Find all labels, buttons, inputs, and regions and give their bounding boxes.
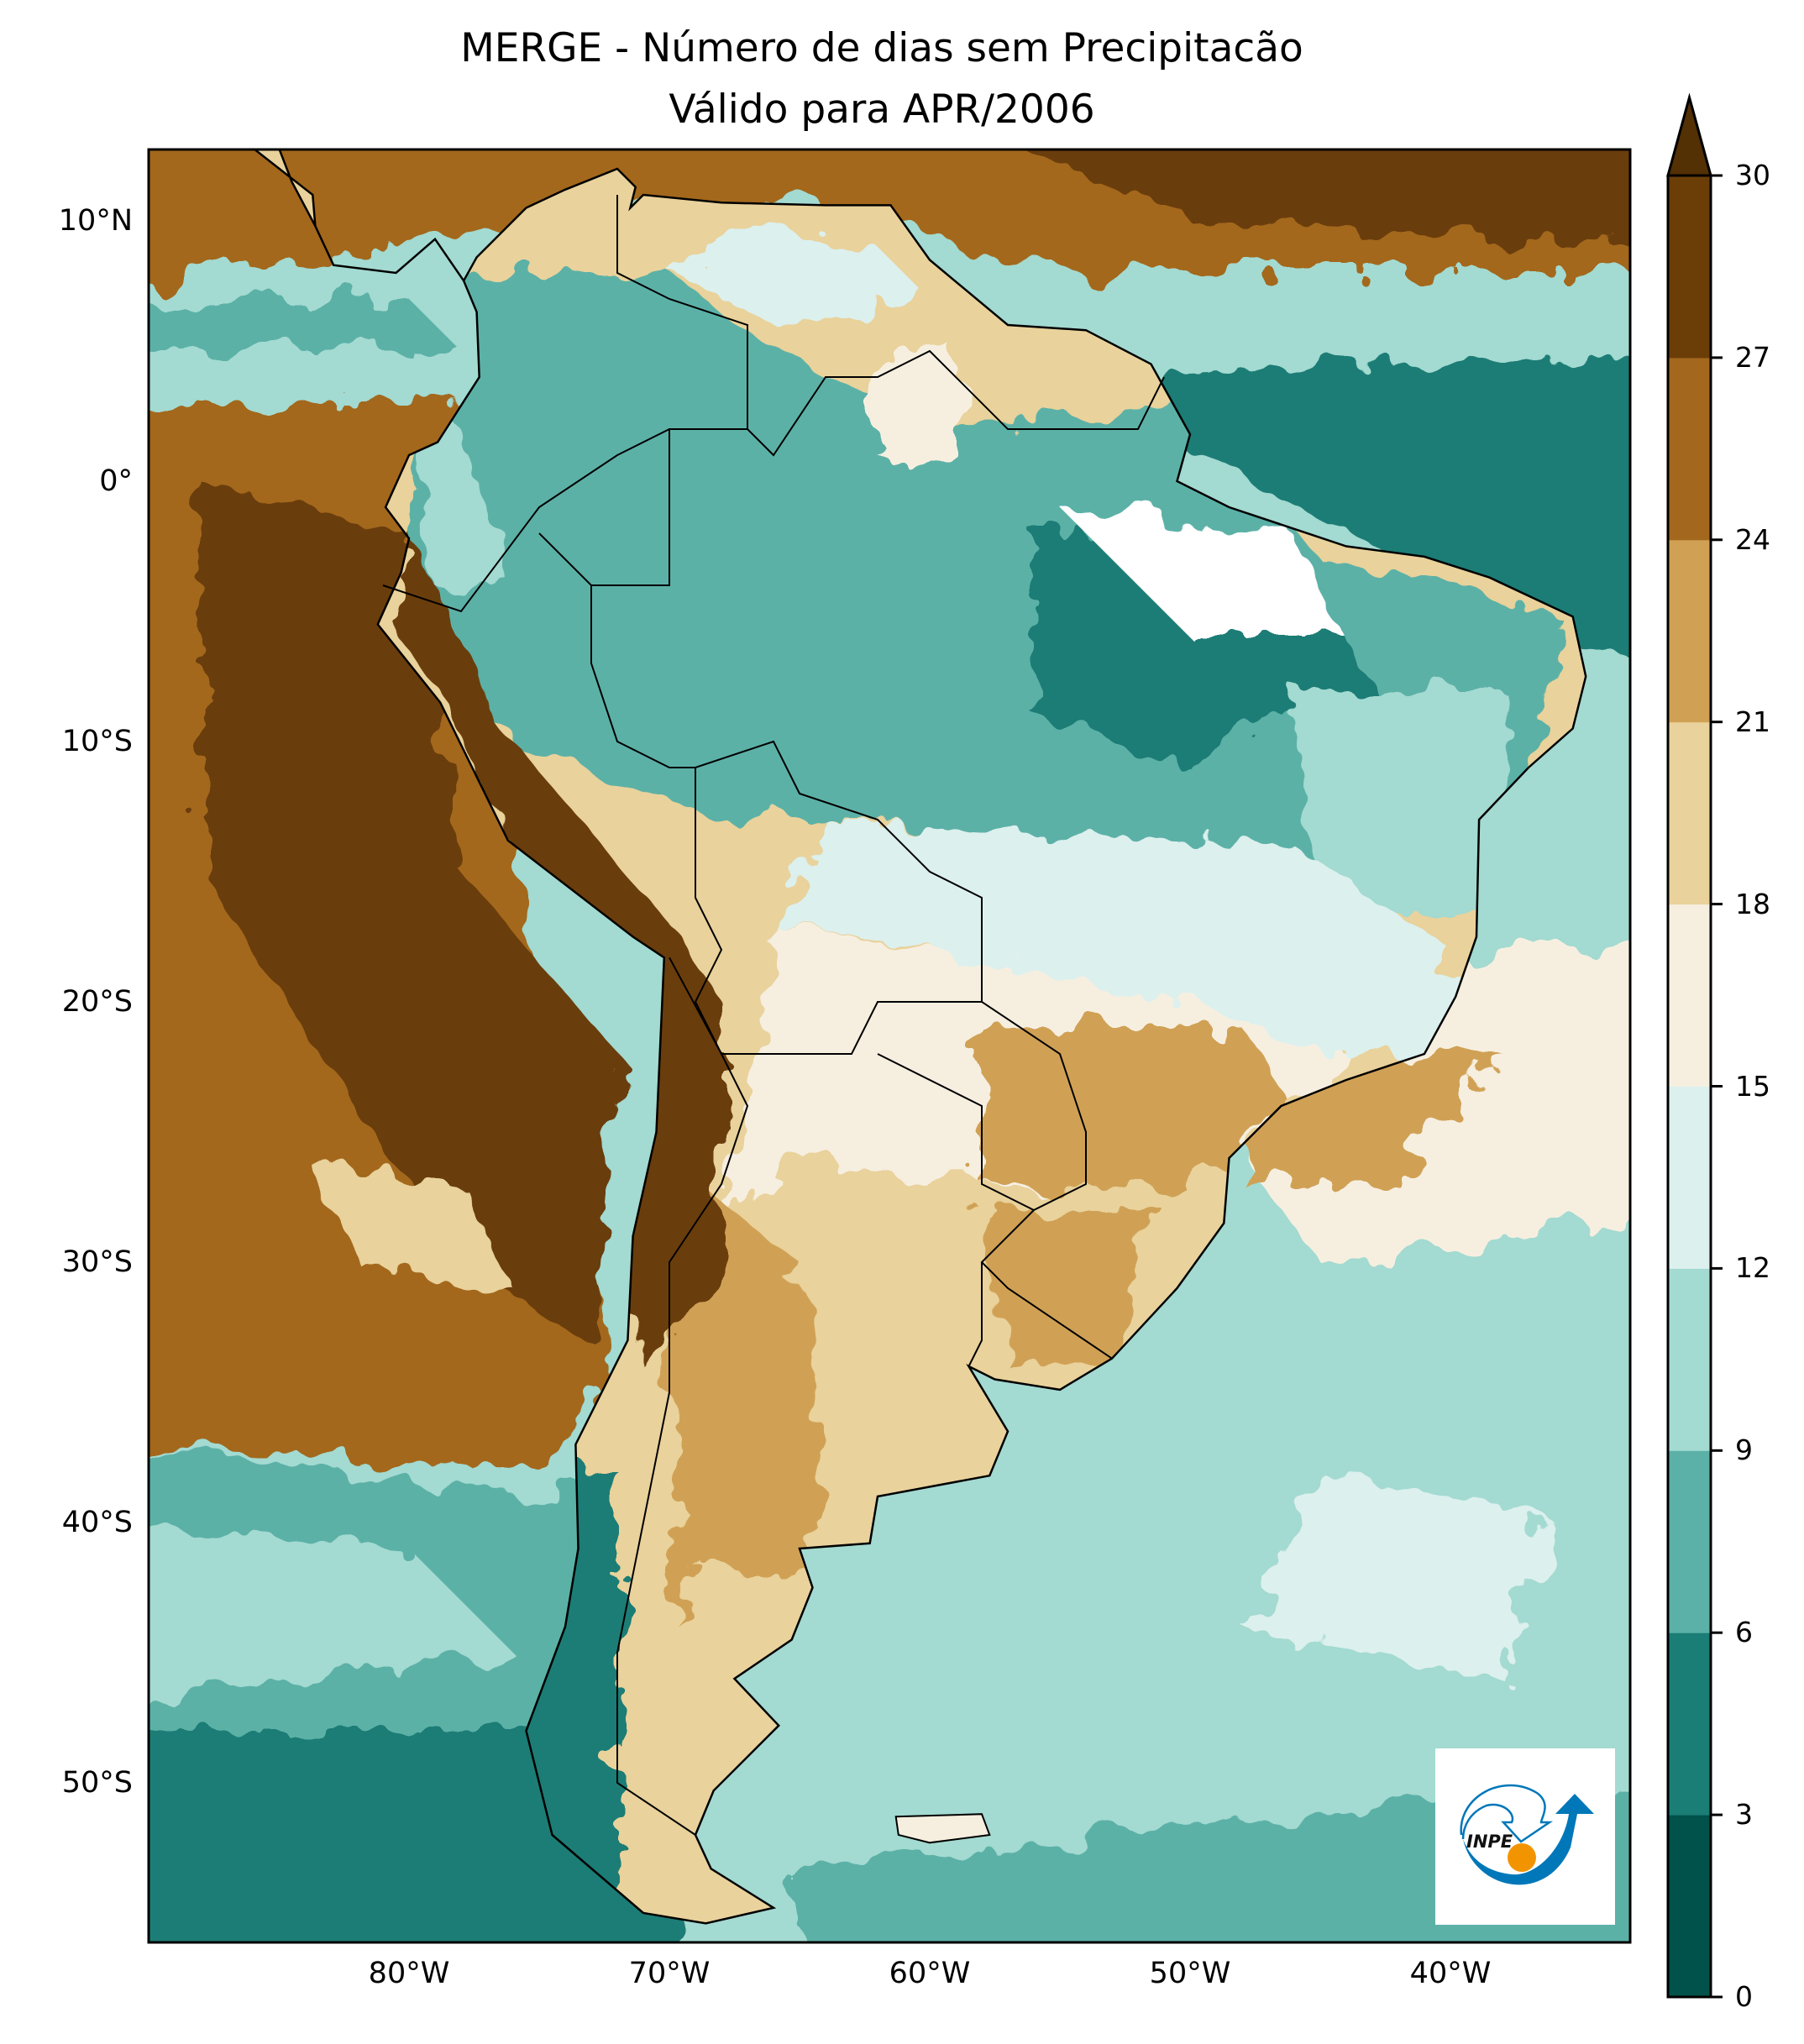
pacific-moist-patch xyxy=(305,1158,513,1288)
map-title: MERGE - Número de dias sem Precipitacão xyxy=(460,25,1303,71)
country-border xyxy=(382,428,670,613)
colorbar-segment xyxy=(1668,1268,1711,1451)
far-south-atlantic xyxy=(800,1790,1630,1942)
country-border xyxy=(616,195,748,429)
x-tick-label: 50°W xyxy=(1149,1957,1231,1990)
southern-pacific-patch xyxy=(149,1527,513,1699)
colorbar-tick-label: 24 xyxy=(1735,522,1770,556)
logo-swirl-icon xyxy=(1460,1784,1554,1843)
pacific-very-dry-zone xyxy=(201,481,617,1340)
colorbar xyxy=(1666,92,1723,1999)
colorbar-segment xyxy=(1668,357,1711,541)
y-tick-label: 30°S xyxy=(61,1245,133,1279)
map-area xyxy=(149,149,1630,1942)
map-subtitle: Válido para APR/2006 xyxy=(669,86,1095,133)
colorbar-segment xyxy=(1668,1086,1711,1269)
country-borders xyxy=(382,195,1165,1836)
colorbar-tick-label: 6 xyxy=(1735,1616,1753,1649)
parana-dry xyxy=(982,1028,1294,1184)
colorbar-segment xyxy=(1668,1450,1711,1633)
roraima-dry xyxy=(878,351,956,455)
country-border xyxy=(538,532,669,586)
colorbar-segment xyxy=(1668,1633,1711,1816)
cuyo-dry xyxy=(669,1184,826,1653)
colorbar-tick-label: 21 xyxy=(1735,705,1770,738)
colorbar-segment xyxy=(1668,176,1711,359)
country-border xyxy=(877,1053,1035,1211)
colorbar-tick-label: 15 xyxy=(1735,1069,1770,1103)
colorbar-tick-label: 3 xyxy=(1735,1798,1753,1832)
x-tick-label: 40°W xyxy=(1409,1957,1492,1990)
map-frame xyxy=(147,148,1632,1944)
y-tick-label: 50°S xyxy=(61,1766,133,1800)
country-border xyxy=(968,1262,983,1367)
logo-text: INPE xyxy=(1466,1832,1513,1852)
colorbar-segment xyxy=(1668,904,1711,1087)
north-atlantic-dry-core xyxy=(1011,149,1630,244)
y-tick-label: 10°S xyxy=(61,725,133,758)
y-tick-label: 40°S xyxy=(61,1506,133,1539)
colorbar-tick-label: 30 xyxy=(1735,159,1770,191)
colorbar-tick-label: 18 xyxy=(1735,887,1770,920)
colorbar-tick-label: 27 xyxy=(1735,340,1770,374)
x-tick-label: 70°W xyxy=(628,1957,711,1990)
llanos-dry xyxy=(669,221,930,325)
falkland-islands xyxy=(894,1813,991,1844)
y-tick-label: 20°S xyxy=(61,985,133,1019)
pacific-itcz-band xyxy=(149,299,461,351)
rio-grande-dry xyxy=(982,1210,1164,1366)
south-atlantic-patch xyxy=(1242,1470,1555,1679)
colorbar-tick-label: 9 xyxy=(1735,1433,1753,1467)
y-tick-label: 0° xyxy=(99,464,133,498)
ecuador-coast xyxy=(409,429,513,585)
colorbar-segment xyxy=(1668,721,1711,905)
y-tick-label: 10°N xyxy=(58,204,133,238)
colorbar-segment xyxy=(1668,539,1711,723)
logo-arrow-icon xyxy=(1463,1794,1594,1885)
country-border xyxy=(591,349,1165,586)
country-border xyxy=(590,585,1113,1360)
colorbar-tick-label: 12 xyxy=(1735,1251,1770,1285)
colorbar-tick-label: 0 xyxy=(1735,1980,1753,2013)
logo-sun-icon xyxy=(1508,1843,1536,1872)
x-tick-label: 60°W xyxy=(889,1957,971,1990)
x-tick-label: 80°W xyxy=(368,1957,450,1990)
country-border xyxy=(616,956,749,1836)
colorbar-segment xyxy=(1668,1815,1711,1998)
northeast-moist xyxy=(1294,689,1529,924)
inpe-logo: INPE xyxy=(1435,1748,1615,1925)
no-data-area xyxy=(1060,507,1346,637)
